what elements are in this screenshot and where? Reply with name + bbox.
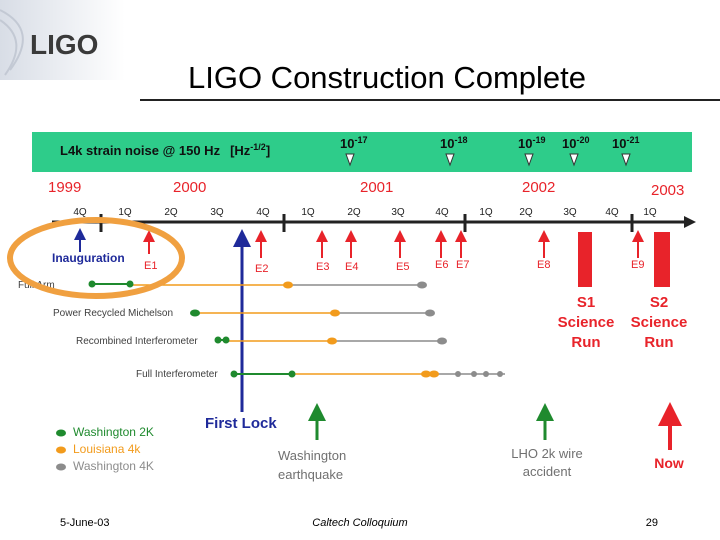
footer-date: 5-June-03 [60, 517, 110, 529]
page-title: LIGO Construction Complete [188, 60, 586, 95]
run-label-e1: E1 [144, 260, 157, 272]
quarter-label: 4Q [256, 207, 270, 218]
config-dot [497, 371, 503, 377]
config-dot [214, 336, 222, 344]
config-dot [455, 371, 461, 377]
legend-marker-wa4k [56, 463, 66, 471]
config-label-ri: Recombined Interferometer [76, 336, 198, 347]
quarter-label: 1Q [301, 207, 315, 218]
run-label-e4: E4 [345, 261, 358, 273]
strain-noise-banner: L4k strain noise @ 150 Hz [Hz-1/2] 10-17 … [32, 132, 692, 172]
legend-label-wa4k: Washington 4K [73, 459, 154, 473]
quarter-label: 1Q [643, 207, 657, 218]
legend-marker-la4k [56, 446, 66, 454]
strain-level-2: 10-18 [440, 135, 467, 151]
quarter-label: 2Q [164, 207, 178, 218]
logo-text: LIGO [30, 29, 98, 60]
run-label-e2: E2 [255, 263, 268, 275]
year-label: 2002 [522, 179, 555, 196]
quarter-label: 2Q [519, 207, 533, 218]
s2-label-line2: Science [631, 314, 688, 331]
year-label: 2000 [173, 179, 206, 196]
year-label: 1999 [48, 179, 81, 196]
config-dot [222, 336, 230, 344]
first-lock-label: First Lock [205, 415, 277, 432]
s2-label: S2 [650, 294, 668, 311]
s2-label-line3: Run [644, 334, 673, 351]
config-dot [483, 371, 489, 377]
quarter-label: 1Q [118, 207, 132, 218]
s1-label: S1 [577, 294, 595, 311]
strain-level-5: 10-21 [612, 135, 639, 151]
strain-pointer-2 [445, 153, 455, 167]
config-dot [288, 370, 296, 378]
config-dot [327, 337, 337, 345]
config-dot [425, 309, 435, 317]
year-label: 2003 [651, 182, 684, 199]
s1-label-line3: Run [571, 334, 600, 351]
run-label-e6: E6 [435, 259, 448, 271]
configuration-bars: Full Arm Power Recycled Michelson Recomb… [18, 280, 505, 380]
strain-pointer-4 [569, 153, 579, 167]
legend-label-la4k: Louisiana 4k [73, 442, 141, 456]
legend-label-wa2k: Washington 2K [73, 425, 154, 439]
quarter-label: 4Q [605, 207, 619, 218]
footer-venue: Caltech Colloquium [312, 517, 407, 529]
config-label-prm: Power Recycled Michelson [53, 308, 173, 319]
config-dot [437, 337, 447, 345]
run-label-e7: E7 [456, 259, 469, 271]
config-dot [190, 309, 200, 317]
run-label-e8: E8 [537, 259, 550, 271]
strain-level-3: 10-19 [518, 135, 545, 151]
quarter-label: 2Q [347, 207, 361, 218]
config-dot [429, 370, 439, 378]
earthquake-label-line2: earthquake [278, 467, 343, 482]
quarter-label: 4Q [73, 207, 87, 218]
strain-pointer-3 [524, 153, 534, 167]
strain-pointer-1 [345, 153, 355, 167]
strain-pointer-5 [621, 153, 631, 167]
quarter-label: 3Q [391, 207, 405, 218]
quarter-label: 4Q [435, 207, 449, 218]
wire-accident-label-line2: accident [523, 464, 572, 479]
run-label-e5: E5 [396, 261, 409, 273]
quarter-label: 1Q [479, 207, 493, 218]
s1-run-bar [578, 232, 592, 287]
footer-page: 29 [646, 517, 658, 529]
config-dot [421, 370, 431, 378]
config-label-fi: Full Interferometer [136, 369, 218, 380]
earthquake-label-line1: Washington [278, 448, 346, 463]
legend-marker-wa2k [56, 429, 66, 437]
config-dot [88, 280, 96, 288]
config-dot [471, 371, 477, 377]
ligo-logo: LIGO [0, 0, 125, 80]
strain-level-4: 10-20 [562, 135, 589, 151]
strain-level-1: 10-17 [340, 135, 367, 151]
s2-run-bar [654, 232, 670, 287]
s1-label-line2: Science [558, 314, 615, 331]
config-dot [417, 281, 427, 289]
wire-accident-label-line1: LHO 2k wire [511, 446, 583, 461]
inauguration-label: Inauguration [52, 251, 125, 265]
run-label-e3: E3 [316, 261, 329, 273]
config-dot [230, 370, 238, 378]
config-dot [126, 280, 134, 288]
strain-banner-label: L4k strain noise @ 150 Hz [Hz-1/2] [60, 142, 270, 158]
quarter-label: 3Q [563, 207, 577, 218]
now-label: Now [654, 455, 684, 471]
run-label-e9: E9 [631, 259, 644, 271]
strain-banner-bg [32, 132, 692, 172]
config-dot [330, 309, 340, 317]
highlight-circle [7, 217, 185, 299]
config-dot [283, 281, 293, 289]
legend: Washington 2K Louisiana 4k Washington 4K [56, 425, 154, 473]
year-label: 2001 [360, 179, 393, 196]
quarter-label: 3Q [210, 207, 224, 218]
